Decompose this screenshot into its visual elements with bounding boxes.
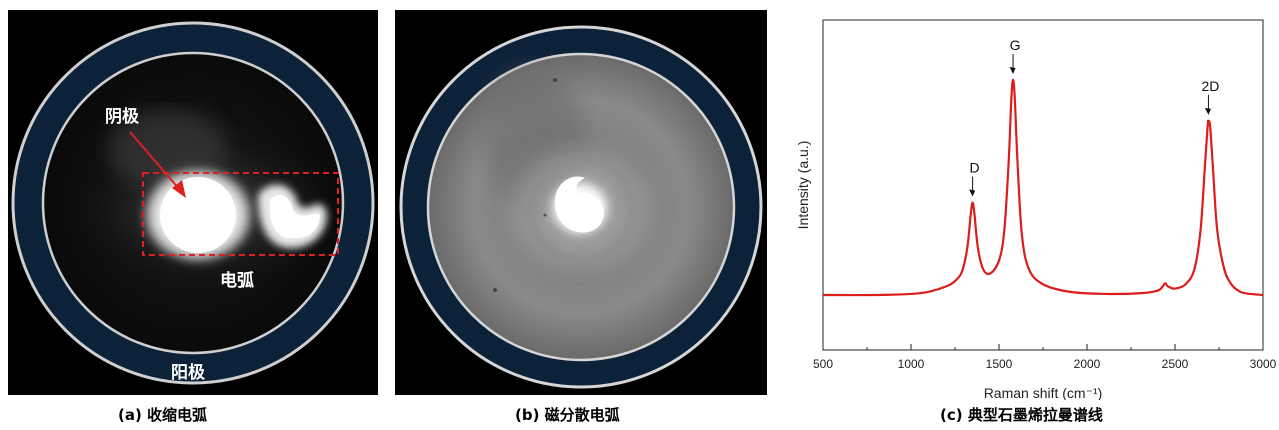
x-tick-label: 1000: [898, 357, 925, 371]
photo-constricted-arc-drawing: 阴极 电弧 阳极: [8, 10, 378, 395]
plot-frame: [822, 19, 1264, 351]
caption-a: (a) 收缩电弧: [118, 406, 208, 424]
peak-label-D: D: [970, 160, 980, 176]
x-tick-label: 1500: [986, 357, 1013, 371]
anode-label: 阳极: [171, 363, 205, 383]
cathode-label: 阴极: [105, 107, 139, 127]
photo-dispersed-arc-drawing: [395, 10, 767, 395]
x-tick-label: 3000: [1250, 357, 1277, 371]
raman-chart-svg: 500 1000 1500 2000 2500 3000 D G 2D Raman shift…: [795, 19, 1277, 401]
caption-b: (b) 磁分散电弧: [515, 406, 620, 424]
cathode-arrow: [129, 131, 181, 191]
spectrum-line: [822, 78, 1264, 297]
x-tick-label: 2500: [1162, 357, 1189, 371]
x-tick-label: 500: [813, 357, 833, 371]
peak-arrowhead: [1009, 67, 1016, 74]
caption-c: (c) 典型石墨烯拉曼谱线: [940, 406, 1103, 424]
peak-label-2D: 2D: [1201, 78, 1219, 94]
y-axis-label: Intensity (a.u.): [795, 141, 811, 230]
arc-label: 电弧: [220, 270, 254, 291]
peak-arrowhead: [969, 189, 976, 197]
peak-arrowhead: [1204, 107, 1211, 115]
photo-constricted-arc: 阴极 电弧 阳极: [8, 10, 378, 395]
arc-region-box: [142, 172, 339, 256]
photo-dispersed-arc: [395, 10, 767, 395]
raman-chart: 500 1000 1500 2000 2500 3000 D G 2D Raman shift…: [780, 8, 1279, 401]
peak-label-G: G: [1010, 37, 1021, 53]
x-tick-label: 2000: [1074, 357, 1101, 371]
x-axis-label: Raman shift (cm⁻¹): [984, 385, 1103, 400]
